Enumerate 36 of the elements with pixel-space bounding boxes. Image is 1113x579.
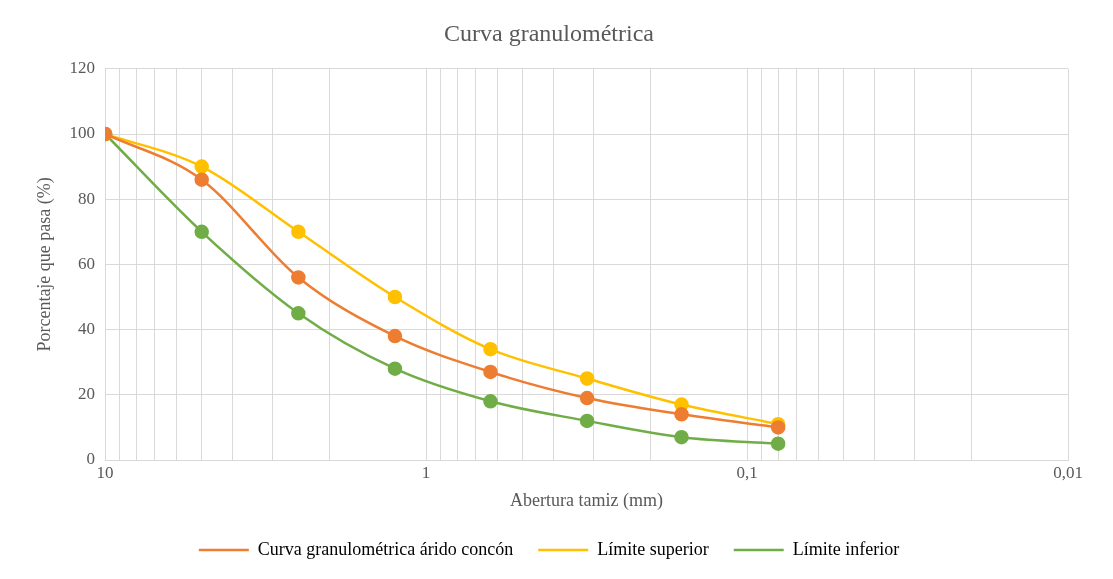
x-tick-label: 0,01 — [1053, 462, 1083, 482]
point — [194, 172, 209, 187]
point — [483, 394, 498, 409]
point — [579, 413, 595, 429]
x-tick-label: 1 — [421, 462, 431, 482]
point — [291, 306, 306, 321]
x-axis-title: Abertura tamiz (mm) — [510, 489, 664, 511]
y-tick-label: 20 — [78, 384, 96, 404]
point — [483, 341, 498, 357]
y-tick-label: 40 — [78, 319, 96, 339]
y-tick-label: 60 — [78, 253, 96, 273]
point — [770, 420, 786, 435]
point — [483, 364, 498, 380]
legend-label: Curva granulométrica árido concón — [257, 538, 514, 559]
point — [579, 371, 595, 386]
y-tick-label: 100 — [69, 123, 96, 143]
point — [387, 328, 403, 344]
y-tick-label: 0 — [86, 449, 96, 469]
point — [387, 361, 403, 376]
chart-title: Curva granulométrica — [444, 19, 655, 46]
point — [579, 390, 595, 406]
point — [674, 429, 689, 445]
point — [770, 436, 786, 451]
point — [291, 270, 306, 285]
point — [194, 159, 209, 174]
point — [387, 289, 403, 305]
point — [674, 407, 689, 422]
point — [291, 224, 306, 240]
x-tick-label: 10 — [96, 462, 114, 482]
legend-label: Límite inferior — [792, 538, 900, 559]
y-tick-label: 120 — [69, 58, 96, 78]
x-tick-label: 0,1 — [736, 462, 758, 482]
point — [194, 224, 209, 240]
y-axis-title: Porcentaje que pasa (%) — [33, 177, 55, 352]
legend-label: Límite superior — [597, 538, 709, 559]
y-tick-label: 80 — [78, 188, 96, 208]
